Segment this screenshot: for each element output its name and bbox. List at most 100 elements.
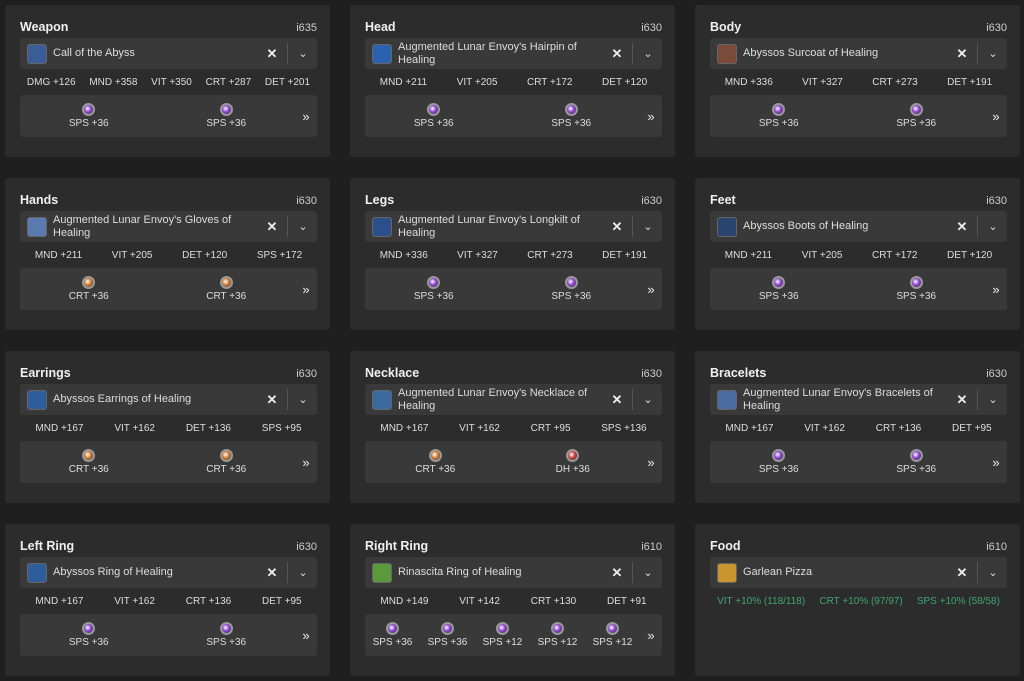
materia-slot[interactable]: SPS +36 [759, 103, 799, 129]
materia-slot[interactable]: SPS +36 [414, 276, 454, 302]
double-chevron-right-icon[interactable]: » [647, 281, 655, 297]
slot-title: Right Ring [365, 539, 429, 553]
item-select[interactable]: Garlean Pizza ✕ ⌄ [710, 557, 1007, 588]
double-chevron-right-icon[interactable]: » [302, 627, 310, 643]
materia-label: SPS +36 [551, 291, 592, 302]
materia-slot[interactable]: SPS +36 [69, 103, 109, 129]
item-stats: MND +336 VIT +327 CRT +273 DET +191 [365, 250, 662, 261]
chevron-down-icon[interactable]: ⌄ [298, 567, 308, 579]
clear-icon[interactable]: ✕ [611, 45, 623, 61]
stat-value: CRT +287 [205, 77, 252, 88]
chevron-down-icon[interactable]: ⌄ [643, 48, 653, 60]
chevron-down-icon[interactable]: ⌄ [643, 221, 653, 233]
materia-label: CRT +36 [415, 464, 456, 475]
materia-slot[interactable]: SPS +12 [593, 622, 632, 648]
stat-value: DET +91 [607, 596, 647, 607]
materia-icon [564, 276, 578, 289]
clear-icon[interactable]: ✕ [956, 218, 968, 234]
chevron-down-icon[interactable]: ⌄ [988, 394, 998, 406]
item-select[interactable]: Abyssos Surcoat of Healing ✕ ⌄ [710, 38, 1007, 69]
materia-icon [909, 103, 923, 116]
chevron-down-icon[interactable]: ⌄ [298, 394, 308, 406]
materia-slot[interactable]: CRT +36 [206, 449, 246, 475]
materia-panel: SPS +36 SPS +36 » [710, 95, 1007, 137]
materia-slot[interactable]: SPS +36 [414, 103, 454, 129]
clear-icon[interactable]: ✕ [611, 564, 623, 580]
item-select[interactable]: Call of the Abyss ✕ ⌄ [20, 38, 317, 69]
divider [287, 43, 288, 64]
materia-slot[interactable]: DH +36 [556, 449, 590, 475]
materia-slot[interactable]: SPS +36 [206, 103, 246, 129]
clear-icon[interactable]: ✕ [266, 45, 278, 61]
stat-value: VIT +162 [459, 423, 500, 434]
item-select[interactable]: Abyssos Boots of Healing ✕ ⌄ [710, 211, 1007, 242]
item-select[interactable]: Rinascita Ring of Healing ✕ ⌄ [365, 557, 662, 588]
gear-slot-weapon: Weapon i635 Call of the Abyss ✕ ⌄ DMG +126 M… [5, 5, 330, 157]
materia-icon [564, 103, 578, 116]
materia-slot[interactable]: CRT +36 [206, 276, 246, 302]
item-select[interactable]: Augmented Lunar Envoy's Gloves of Healin… [20, 211, 317, 242]
materia-icon [219, 622, 233, 635]
materia-label: SPS +36 [551, 118, 592, 129]
item-select[interactable]: Augmented Lunar Envoy's Necklace of Heal… [365, 384, 662, 415]
stat-value: VIT +327 [802, 77, 843, 88]
stat-value: CRT +273 [527, 250, 573, 261]
double-chevron-right-icon[interactable]: » [992, 108, 1000, 124]
item-select[interactable]: Augmented Lunar Envoy's Longkilt of Heal… [365, 211, 662, 242]
double-chevron-right-icon[interactable]: » [302, 454, 310, 470]
chevron-down-icon[interactable]: ⌄ [988, 48, 998, 60]
materia-slot[interactable]: CRT +36 [69, 449, 109, 475]
double-chevron-right-icon[interactable]: » [647, 108, 655, 124]
double-chevron-right-icon[interactable]: » [647, 454, 655, 470]
materia-slot[interactable]: SPS +36 [759, 276, 799, 302]
stat-value: MND +167 [725, 423, 774, 434]
materia-slot[interactable]: SPS +36 [551, 276, 591, 302]
clear-icon[interactable]: ✕ [956, 391, 968, 407]
chevron-down-icon[interactable]: ⌄ [643, 567, 653, 579]
clear-icon[interactable]: ✕ [611, 218, 623, 234]
materia-slot[interactable]: SPS +36 [428, 622, 467, 648]
gear-slot-hands: Hands i630 Augmented Lunar Envoy's Gloves… [5, 178, 330, 330]
materia-slot[interactable]: SPS +36 [896, 103, 936, 129]
clear-icon[interactable]: ✕ [611, 391, 623, 407]
materia-slot[interactable]: CRT +36 [415, 449, 455, 475]
double-chevron-right-icon[interactable]: » [992, 454, 1000, 470]
materia-icon [772, 103, 786, 116]
clear-icon[interactable]: ✕ [956, 45, 968, 61]
item-select[interactable]: Abyssos Earrings of Healing ✕ ⌄ [20, 384, 317, 415]
materia-slot[interactable]: SPS +36 [206, 622, 246, 648]
chevron-down-icon[interactable]: ⌄ [298, 48, 308, 60]
materia-slot[interactable]: SPS +36 [373, 622, 412, 648]
double-chevron-right-icon[interactable]: » [992, 281, 1000, 297]
chevron-down-icon[interactable]: ⌄ [643, 394, 653, 406]
double-chevron-right-icon[interactable]: » [647, 627, 655, 643]
clear-icon[interactable]: ✕ [266, 564, 278, 580]
materia-slot[interactable]: SPS +36 [896, 449, 936, 475]
materia-label: SPS +36 [896, 291, 937, 302]
materia-slot[interactable]: SPS +36 [551, 103, 591, 129]
stat-value: VIT +142 [459, 596, 500, 607]
materia-slot[interactable]: SPS +12 [538, 622, 577, 648]
chevron-down-icon[interactable]: ⌄ [988, 567, 998, 579]
item-level: i630 [641, 195, 662, 207]
item-level: i630 [986, 368, 1007, 380]
materia-slot[interactable]: CRT +36 [69, 276, 109, 302]
stat-value: MND +149 [380, 596, 429, 607]
item-select[interactable]: Augmented Lunar Envoy's Hairpin of Heali… [365, 38, 662, 69]
double-chevron-right-icon[interactable]: » [302, 281, 310, 297]
double-chevron-right-icon[interactable]: » [302, 108, 310, 124]
materia-slot[interactable]: SPS +36 [69, 622, 109, 648]
clear-icon[interactable]: ✕ [266, 218, 278, 234]
item-select[interactable]: Abyssos Ring of Healing ✕ ⌄ [20, 557, 317, 588]
materia-slot[interactable]: SPS +12 [483, 622, 522, 648]
slot-title: Weapon [20, 20, 69, 34]
materia-slot[interactable]: SPS +36 [759, 449, 799, 475]
clear-icon[interactable]: ✕ [956, 564, 968, 580]
item-select[interactable]: Augmented Lunar Envoy's Bracelets of Hea… [710, 384, 1007, 415]
chevron-down-icon[interactable]: ⌄ [988, 221, 998, 233]
chevron-down-icon[interactable]: ⌄ [298, 221, 308, 233]
clear-icon[interactable]: ✕ [266, 391, 278, 407]
item-level: i630 [296, 541, 317, 553]
stat-value: SPS +10% (58/58) [916, 596, 1000, 607]
materia-slot[interactable]: SPS +36 [896, 276, 936, 302]
